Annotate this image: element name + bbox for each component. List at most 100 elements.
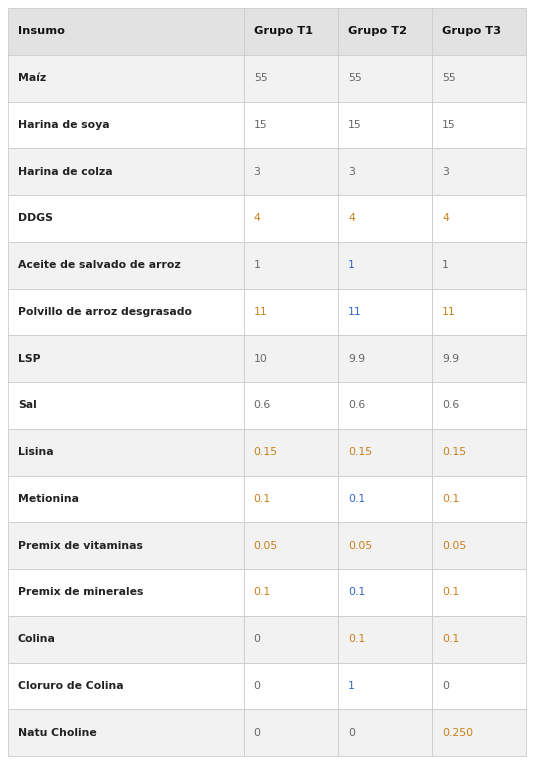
Text: 0: 0 [348,727,355,737]
Text: Grupo T2: Grupo T2 [348,27,407,37]
Bar [338,335,432,382]
Bar [432,382,526,429]
Bar [432,241,526,289]
Bar [244,241,338,289]
Bar [432,55,526,102]
Bar [244,289,338,335]
Text: 1: 1 [348,260,355,270]
Text: 9.9: 9.9 [348,354,365,364]
Bar [8,616,244,662]
Bar [432,569,526,616]
Bar [8,662,244,709]
Text: 55: 55 [348,73,362,83]
Bar [8,523,244,569]
Text: 15: 15 [348,120,362,130]
Text: 0.1: 0.1 [348,494,365,504]
Bar [8,241,244,289]
Bar [244,102,338,148]
Bar [338,195,432,241]
Text: Polvillo de arroz desgrasado: Polvillo de arroz desgrasado [18,307,192,317]
Bar [432,102,526,148]
Text: 0.1: 0.1 [442,494,459,504]
Bar [338,662,432,709]
Text: DDGS: DDGS [18,213,53,223]
Text: Grupo T1: Grupo T1 [254,27,313,37]
Text: 0.1: 0.1 [348,634,365,644]
Text: 0.15: 0.15 [442,447,466,457]
Bar [338,55,432,102]
Bar [244,335,338,382]
Text: 3: 3 [254,167,261,176]
Text: 0.05: 0.05 [254,541,278,551]
Text: LSP: LSP [18,354,41,364]
Bar [244,429,338,475]
Bar [338,102,432,148]
Bar [8,569,244,616]
Bar [432,289,526,335]
Text: Colina: Colina [18,634,56,644]
Text: 0.6: 0.6 [254,400,271,410]
Text: 3: 3 [442,167,449,176]
Text: 1: 1 [348,681,355,691]
Text: Maíz: Maíz [18,73,46,83]
Bar [8,148,244,195]
Bar [244,55,338,102]
Bar [244,662,338,709]
Bar [8,709,244,756]
Bar [338,709,432,756]
Bar [244,616,338,662]
Bar [338,382,432,429]
Text: 11: 11 [348,307,362,317]
Text: Cloruro de Colina: Cloruro de Colina [18,681,124,691]
Bar [338,148,432,195]
Bar [244,709,338,756]
Bar [8,289,244,335]
Text: 1: 1 [254,260,261,270]
Bar [432,709,526,756]
Text: 3: 3 [348,167,355,176]
Text: 0: 0 [254,634,261,644]
Bar [338,616,432,662]
Text: 10: 10 [254,354,268,364]
Text: 0: 0 [254,727,261,737]
Bar [244,475,338,523]
Bar [432,148,526,195]
Bar [432,8,526,55]
Bar [244,382,338,429]
Text: 0.250: 0.250 [442,727,473,737]
Text: 0.15: 0.15 [254,447,278,457]
Text: 0.1: 0.1 [348,588,365,597]
Text: 55: 55 [442,73,456,83]
Text: 0.05: 0.05 [442,541,467,551]
Bar [8,195,244,241]
Text: Insumo: Insumo [18,27,65,37]
Bar [338,569,432,616]
Bar [244,195,338,241]
Text: 15: 15 [254,120,268,130]
Bar [432,335,526,382]
Text: Harina de colza: Harina de colza [18,167,113,176]
Text: 0.05: 0.05 [348,541,372,551]
Bar [8,55,244,102]
Bar [244,8,338,55]
Bar [8,102,244,148]
Text: 9.9: 9.9 [442,354,459,364]
Bar [8,429,244,475]
Bar [432,475,526,523]
Text: 0.1: 0.1 [254,588,271,597]
Text: 55: 55 [254,73,268,83]
Bar [8,335,244,382]
Text: Natu Choline: Natu Choline [18,727,97,737]
Text: 15: 15 [442,120,456,130]
Bar [8,382,244,429]
Text: 0.6: 0.6 [348,400,365,410]
Text: 0: 0 [442,681,449,691]
Text: Harina de soya: Harina de soya [18,120,109,130]
Bar [8,8,244,55]
Bar [432,523,526,569]
Bar [8,475,244,523]
Bar [338,523,432,569]
Text: 4: 4 [254,213,261,223]
Text: Premix de vitaminas: Premix de vitaminas [18,541,143,551]
Bar [338,8,432,55]
